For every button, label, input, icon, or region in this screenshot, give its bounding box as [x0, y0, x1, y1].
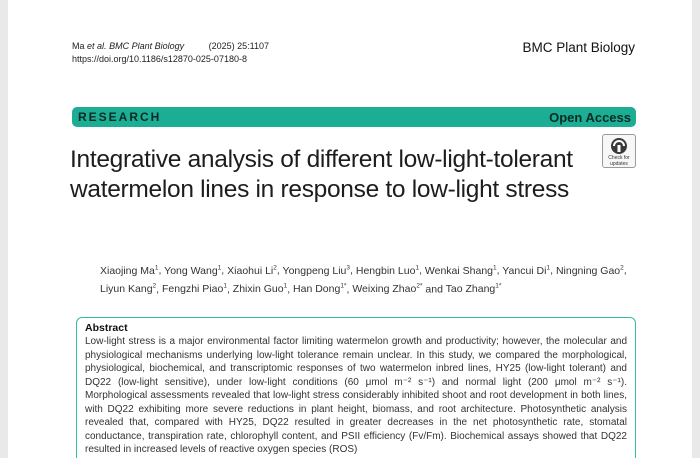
author-name[interactable]: Yancui Di1	[502, 264, 551, 277]
citation-et-al: et al.	[87, 41, 107, 51]
author-name[interactable]: Wenkai Shang1	[424, 264, 497, 277]
abstract-box: Abstract Low-light stress is a major env…	[76, 317, 636, 458]
section-label: RESEARCH	[78, 110, 162, 124]
journal-brand: BMC Plant Biology	[522, 40, 635, 55]
badge-text-line1: Check for	[608, 155, 630, 161]
badge-text-line2: updates	[610, 161, 628, 167]
citation-authors: Ma	[72, 41, 85, 51]
citation-line: Ma et al. BMC Plant Biology (2025) 25:11…	[72, 40, 269, 53]
author-name[interactable]: Ningning Gao2	[555, 264, 624, 277]
article-title: Integrative analysis of different low-li…	[70, 146, 573, 203]
citation-journal: BMC Plant Biology	[109, 41, 185, 51]
paper-page: Ma et al. BMC Plant Biology (2025) 25:11…	[8, 0, 692, 458]
author-name[interactable]: Xiaojing Ma1	[100, 264, 159, 277]
author-list: Xiaojing Ma1, Yong Wang1, Xiaohui Li2, Y…	[100, 264, 627, 296]
research-banner: RESEARCH Open Access	[72, 107, 636, 127]
check-for-updates-icon	[611, 138, 627, 154]
check-for-updates-badge[interactable]: Check for updates	[602, 134, 636, 168]
abstract-text: Low-light stress is a major environmenta…	[85, 336, 627, 455]
doi-link[interactable]: https://doi.org/10.1186/s12870-025-07180…	[72, 54, 247, 64]
author-name[interactable]: Hengbin Luo1	[355, 264, 420, 277]
author-name[interactable]: Tao Zhang1*	[445, 282, 502, 296]
abstract-heading: Abstract	[85, 322, 128, 334]
author-name[interactable]: Fengzhi Piao1	[162, 282, 227, 296]
author-name[interactable]: Yongpeng Liu3	[282, 264, 351, 277]
author-name[interactable]: Xiaohui Li2	[227, 264, 277, 277]
author-name[interactable]: Zhixin Guo1	[232, 282, 288, 296]
author-name[interactable]: Yong Wang1	[164, 264, 222, 277]
citation-volume: (2025) 25:1107	[208, 41, 270, 51]
author-name[interactable]: Liyun Kang2	[100, 282, 157, 296]
author-name[interactable]: Han Dong1*	[293, 282, 347, 296]
citation-block: Ma et al. BMC Plant Biology (2025) 25:11…	[72, 40, 269, 66]
open-access-label: Open Access	[549, 109, 631, 125]
author-name[interactable]: Weixing Zhao2*	[352, 282, 423, 296]
